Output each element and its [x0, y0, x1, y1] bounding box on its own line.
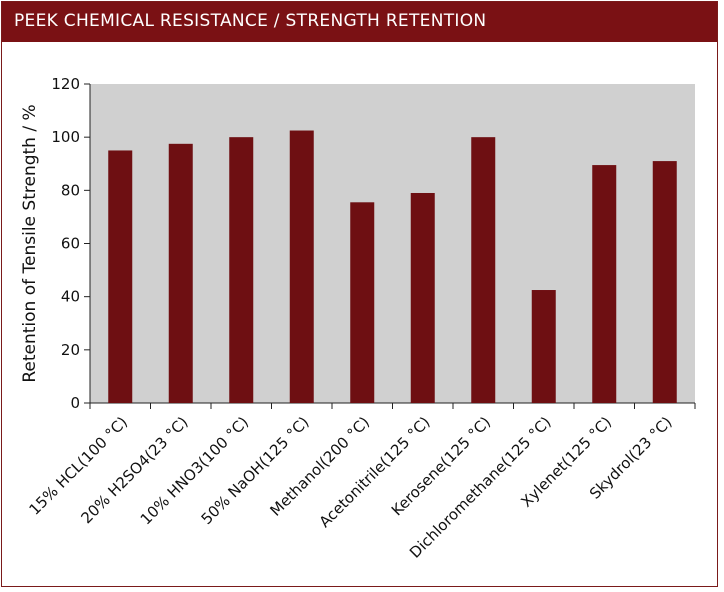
x-category-label: 20% H2SO4(23 °C) — [77, 413, 191, 527]
y-tick-label: 120 — [51, 75, 80, 93]
y-tick-label: 20 — [61, 341, 80, 359]
bar — [168, 143, 193, 403]
bar — [410, 192, 435, 403]
page-title: PEEK CHEMICAL RESISTANCE / STRENGTH RETE… — [14, 11, 487, 31]
x-category-label: 15% HCL(100 °C) — [26, 413, 132, 519]
bar — [350, 202, 375, 403]
x-category-label: 10% HNO3(100 °C) — [137, 413, 252, 528]
bar — [531, 290, 556, 403]
bar — [592, 165, 617, 403]
y-tick-label: 40 — [61, 288, 80, 306]
y-tick-label: 0 — [70, 394, 80, 412]
bar — [108, 150, 133, 403]
bar — [652, 161, 677, 403]
bar — [229, 137, 254, 403]
header-bar: PEEK CHEMICAL RESISTANCE / STRENGTH RETE… — [2, 2, 717, 42]
y-tick-label: 100 — [51, 128, 80, 146]
y-tick-label: 80 — [61, 181, 80, 199]
y-tick-label: 60 — [61, 235, 80, 253]
bar — [471, 137, 496, 403]
x-category-label: Acetonitrile(125 °C) — [316, 413, 434, 531]
x-category-label: 50% NaOH(125 °C) — [198, 413, 313, 528]
bar — [289, 130, 314, 404]
y-axis-title: Retention of Tensile Strength / % — [20, 104, 40, 382]
